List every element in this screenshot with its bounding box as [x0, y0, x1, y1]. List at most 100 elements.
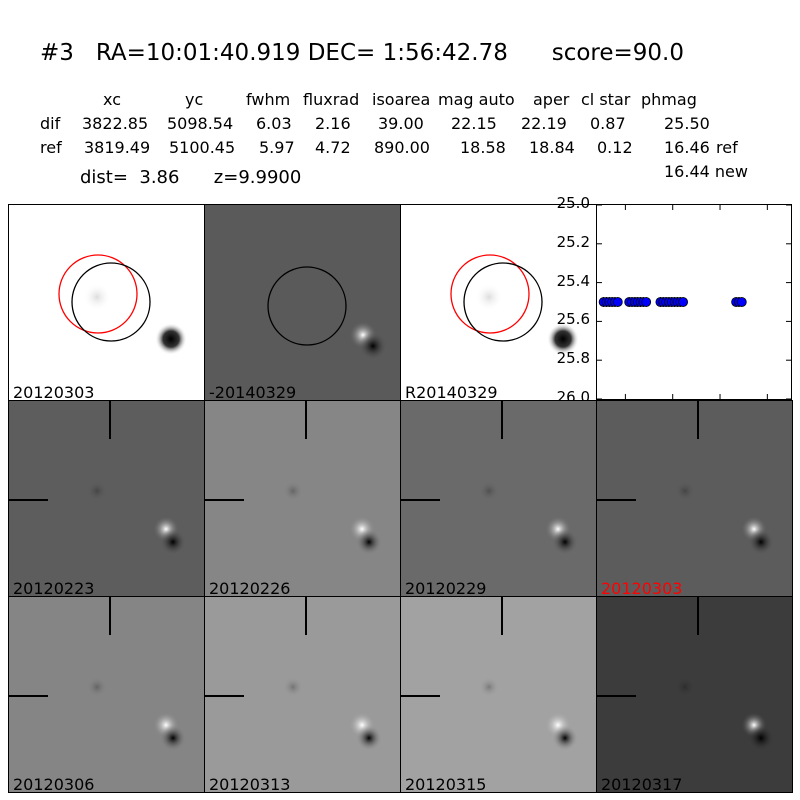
dipole-negative [552, 725, 578, 751]
faint-source [475, 283, 503, 311]
col-header: fluxrad [303, 90, 360, 109]
col-header: fwhm [246, 90, 291, 109]
ref-aperture-circle [450, 254, 530, 334]
faint-source [87, 677, 107, 697]
table-cell: 2.16 [315, 114, 351, 133]
col-header: mag auto [438, 90, 515, 109]
dipole-negative [748, 529, 774, 555]
epoch-panel[interactable]: 20120317 [596, 596, 793, 793]
crosshair-tick-vertical [501, 597, 503, 635]
cutout-image [283, 677, 382, 751]
dif-aperture-circle [267, 266, 347, 346]
bright-star [155, 323, 187, 355]
table-cell: 18.84 [529, 138, 575, 157]
cutout-image [675, 677, 774, 751]
panel-label: 20120315 [405, 775, 487, 793]
col-header: cl star [581, 90, 631, 109]
col-header: xc [103, 90, 121, 109]
col-header: aper [533, 90, 570, 109]
table-cell: 4.72 [315, 138, 351, 157]
crosshair-tick-horizontal [401, 499, 440, 501]
table-cell: 3819.49 [84, 138, 151, 157]
data-point [612, 297, 623, 307]
data-point [641, 297, 652, 307]
table-cell: 5.97 [259, 138, 295, 157]
faint-source [83, 283, 111, 311]
y-tick-label: 25.8 [556, 349, 590, 368]
crosshair-tick-vertical [305, 401, 307, 439]
dipole-negative [356, 725, 382, 751]
cutout-image [283, 481, 382, 555]
crosshair-tick-vertical [501, 401, 503, 439]
table-cell: 39.00 [378, 114, 424, 133]
crosshair-tick-vertical [109, 597, 111, 635]
crosshair-tick-vertical [697, 401, 699, 439]
faint-source [479, 677, 499, 697]
data-point [678, 297, 689, 307]
cutout-image [450, 254, 579, 355]
crosshair-tick-vertical [305, 597, 307, 635]
table-cell: 0.87 [590, 114, 626, 133]
cutout-image [58, 254, 187, 355]
crosshair-tick-vertical [697, 597, 699, 635]
crosshair-tick-horizontal [597, 695, 636, 697]
crosshair-tick-horizontal [9, 695, 48, 697]
epoch-panel[interactable]: 20120229 [400, 400, 597, 597]
table-cell: 22.15 [451, 114, 497, 133]
image-panel-new[interactable]: 20120303 [8, 204, 205, 401]
col-header: phmag [641, 90, 697, 109]
table-cell: 6.03 [256, 114, 292, 133]
panel-label: 20120303 [13, 383, 95, 401]
dipole-negative [552, 529, 578, 555]
panel-label: 20120306 [13, 775, 95, 793]
panel-label: 20120303 [601, 579, 683, 597]
row-label: dif [40, 114, 61, 133]
col-header: isoarea [372, 90, 431, 109]
light-curve-plot[interactable] [596, 204, 792, 400]
cutout-image [479, 481, 578, 555]
panel-label: 20120313 [209, 775, 291, 793]
table-cell: 0.12 [597, 138, 633, 157]
dipole-negative [160, 529, 186, 555]
faint-source [675, 481, 695, 501]
col-header: yc [185, 90, 204, 109]
faint-source [87, 481, 107, 501]
dif-aperture-circle [71, 262, 151, 342]
new-mag: 16.44 new [664, 162, 748, 181]
table-cell: 890.00 [374, 138, 430, 157]
faint-source [283, 677, 303, 697]
crosshair-tick-horizontal [9, 499, 48, 501]
table-cell: 25.50 [664, 114, 710, 133]
plot-area [597, 205, 791, 399]
crosshair-tick-horizontal [401, 695, 440, 697]
epoch-panel[interactable]: 20120223 [8, 400, 205, 597]
dipole-negative [748, 725, 774, 751]
data-point [736, 297, 747, 307]
table-cell: 5100.45 [169, 138, 236, 157]
epoch-panel[interactable]: 20120313 [204, 596, 401, 793]
panel-label: 20120229 [405, 579, 487, 597]
table-cell: 3822.85 [82, 114, 149, 133]
dist-line: dist= 3.86 z=9.9900 [80, 167, 302, 188]
epoch-panel[interactable]: 20120303 [596, 400, 793, 597]
epoch-panel[interactable]: 20120306 [8, 596, 205, 793]
page-title: #3 RA=10:01:40.919 DEC= 1:56:42.78 score… [40, 40, 684, 66]
dipole-negative [356, 529, 382, 555]
crosshair-tick-vertical [109, 401, 111, 439]
image-panel-diff[interactable]: -20140329 [204, 204, 401, 401]
epoch-panel[interactable]: 20120315 [400, 596, 597, 793]
y-tick-label: 25.6 [556, 310, 590, 329]
panel-label: -20140329 [209, 383, 297, 401]
cutout-image [675, 481, 774, 555]
epoch-panel[interactable]: 20120226 [204, 400, 401, 597]
panel-label: R20140329 [405, 383, 498, 401]
crosshair-tick-horizontal [205, 695, 244, 697]
table-cell: 22.19 [521, 114, 567, 133]
cutout-image [87, 481, 186, 555]
panel-label: 20120226 [209, 579, 291, 597]
faint-source [675, 677, 695, 697]
bright-star [547, 323, 579, 355]
cutout-image [267, 266, 387, 360]
crosshair-tick-horizontal [597, 499, 636, 501]
panel-label: 20120317 [601, 775, 683, 793]
